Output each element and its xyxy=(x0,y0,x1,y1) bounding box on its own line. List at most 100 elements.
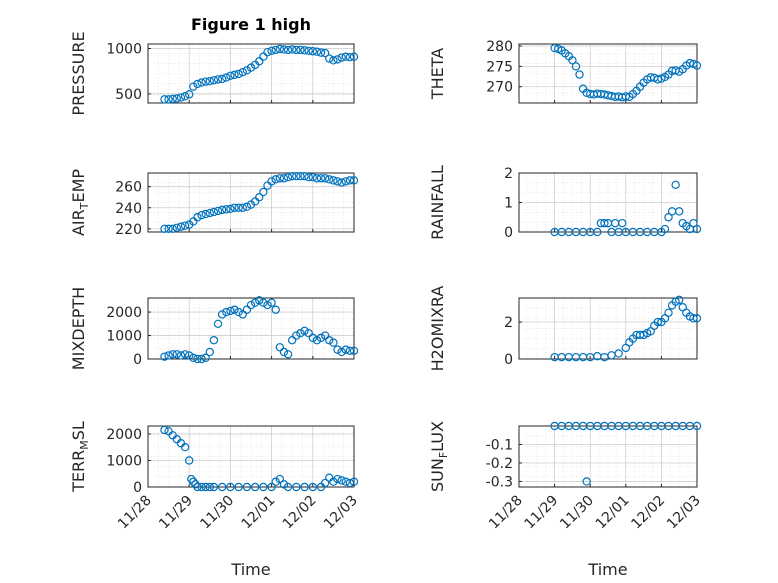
data-point xyxy=(329,56,338,65)
y-tick-label: -0.1 xyxy=(486,437,513,453)
data-point xyxy=(205,77,214,86)
data-point xyxy=(242,202,252,211)
y-axis-label: AIRTEMP xyxy=(69,169,91,236)
data-point xyxy=(160,95,169,104)
data-point xyxy=(300,482,309,492)
data-point xyxy=(242,66,252,75)
data-point xyxy=(325,473,334,482)
data-point xyxy=(271,305,280,314)
data-point xyxy=(246,63,256,72)
y-tick-label: 275 xyxy=(486,59,513,75)
y-axis-label: H2OMIXRA xyxy=(428,286,447,372)
y-tick-label: 0 xyxy=(133,352,142,368)
data-point xyxy=(259,298,268,307)
data-point xyxy=(300,326,309,336)
data-point xyxy=(275,474,285,484)
data-point xyxy=(197,78,206,87)
data-point xyxy=(259,482,268,492)
data-point xyxy=(164,224,173,234)
data-point xyxy=(180,350,190,359)
data-point xyxy=(618,218,627,228)
data-point xyxy=(160,352,169,361)
data-point xyxy=(222,73,231,82)
data-point xyxy=(279,347,289,357)
data-point xyxy=(259,52,268,61)
data-point xyxy=(341,177,350,186)
data-point xyxy=(288,336,297,345)
data-point xyxy=(664,213,673,222)
data-point xyxy=(329,176,338,185)
data-point xyxy=(201,482,210,492)
data-point xyxy=(685,58,695,68)
data-point xyxy=(189,82,198,91)
data-point xyxy=(193,79,202,89)
data-point xyxy=(279,45,289,54)
data-point xyxy=(320,478,330,488)
data-point xyxy=(176,351,186,360)
data-point xyxy=(575,70,584,79)
data-point xyxy=(176,222,186,231)
data-point xyxy=(316,174,326,183)
axes-box xyxy=(147,297,355,360)
y-tick-label: 1000 xyxy=(106,453,142,469)
data-point xyxy=(600,218,609,228)
x-axis-label: Time xyxy=(587,560,627,579)
data-point xyxy=(217,310,227,319)
y-tick-label: 2000 xyxy=(106,305,142,321)
data-point xyxy=(255,57,264,66)
data-point xyxy=(234,482,243,492)
data-point xyxy=(160,425,169,435)
data-point xyxy=(568,56,577,65)
data-point xyxy=(217,205,227,215)
y-tick-label: 260 xyxy=(115,180,142,196)
y-axis-label-text: AIR xyxy=(69,209,88,236)
data-point xyxy=(238,310,247,319)
data-point xyxy=(607,351,616,360)
y-tick-label: 2 xyxy=(504,166,513,182)
data-point xyxy=(341,345,350,354)
data-point xyxy=(671,180,680,189)
data-point xyxy=(184,90,194,99)
data-point xyxy=(234,307,243,317)
data-point xyxy=(325,175,334,184)
data-point xyxy=(271,175,280,184)
data-point xyxy=(296,45,305,55)
x-tick-label: 11/28 xyxy=(115,493,155,533)
data-point xyxy=(667,207,677,216)
y-axis-label-text: H2OMIXRA xyxy=(428,286,447,372)
y-tick-label: 500 xyxy=(115,87,142,103)
y-tick-label: 2000 xyxy=(106,427,142,443)
data-point xyxy=(205,208,214,218)
x-tick-label: 12/03 xyxy=(664,493,704,533)
x-tick-label: 11/29 xyxy=(522,493,562,533)
data-point xyxy=(209,482,219,492)
data-point xyxy=(308,482,317,492)
data-point xyxy=(189,477,198,486)
data-point xyxy=(205,347,214,357)
data-point xyxy=(292,171,301,181)
data-point xyxy=(164,351,173,360)
data-point xyxy=(267,482,276,492)
data-point xyxy=(593,227,602,237)
data-point xyxy=(692,314,702,323)
y-tick-label: 1000 xyxy=(106,329,142,345)
subplot-2: 270 275 280 THETA xyxy=(428,39,702,104)
data-point xyxy=(242,482,252,492)
data-point xyxy=(312,336,322,345)
y-axis-label-rest: LUX xyxy=(428,421,447,452)
data-point xyxy=(300,171,309,181)
data-point xyxy=(288,45,297,54)
data-point xyxy=(263,300,272,310)
y-tick-label: 0 xyxy=(504,352,513,368)
data-point xyxy=(283,350,293,359)
data-point xyxy=(292,482,301,492)
data-point xyxy=(675,207,684,216)
data-point xyxy=(259,187,268,197)
data-point xyxy=(279,480,289,489)
data-point xyxy=(238,203,247,212)
data-point xyxy=(308,333,317,343)
data-point xyxy=(226,71,235,80)
data-point xyxy=(349,52,359,61)
data-point xyxy=(329,338,338,347)
